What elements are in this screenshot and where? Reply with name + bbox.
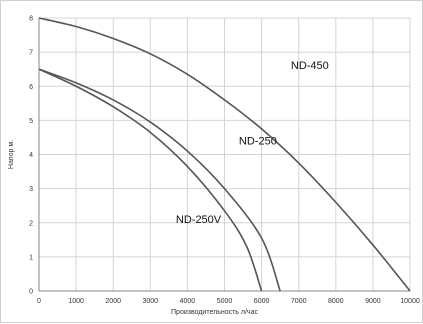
- y-tick-label: 3: [29, 186, 33, 193]
- y-tick-label: 1: [29, 254, 33, 261]
- axes: [38, 18, 410, 292]
- series-label-nd-250v: ND-250V: [176, 214, 222, 226]
- x-tick-label: 0: [37, 298, 41, 305]
- series-lines: [38, 17, 411, 292]
- x-tick-label: 5000: [217, 298, 233, 305]
- y-tick-label: 7: [29, 50, 33, 57]
- y-tick-label: 6: [29, 84, 33, 91]
- x-tick-label: 9000: [365, 298, 381, 305]
- x-tick-label: 2000: [105, 298, 121, 305]
- series-nd-250v-line: [38, 68, 263, 292]
- tick-labels: 0 1000 2000 3000 4000 5000 6000 7000 8000 9000 100…: [29, 16, 420, 306]
- x-tick-label: 8000: [328, 298, 344, 305]
- y-tick-label: 2: [29, 220, 33, 227]
- x-tick-label: 6000: [254, 298, 270, 305]
- series-label-nd-250: ND-250: [239, 135, 277, 147]
- series-nd-450-line: [38, 17, 411, 292]
- x-tick-label: 10000: [400, 298, 420, 305]
- series-labels: ND-450 ND-250 ND-250V: [176, 60, 329, 226]
- series-label-nd-450: ND-450: [291, 60, 329, 72]
- x-tick-label: 7000: [291, 298, 307, 305]
- x-axis-title: Производительность л/час: [171, 309, 258, 316]
- y-tick-label: 0: [29, 289, 33, 296]
- y-axis-title: Напор м.: [8, 140, 15, 169]
- grid: [38, 17, 411, 292]
- x-tick-label: 3000: [143, 298, 159, 305]
- y-tick-label: 4: [29, 152, 33, 159]
- series-nd-250-line: [38, 68, 281, 292]
- y-tick-label: 5: [29, 118, 33, 125]
- x-tick-label: 4000: [180, 298, 196, 305]
- y-tick-label: 8: [29, 16, 33, 23]
- x-tick-label: 1000: [68, 298, 84, 305]
